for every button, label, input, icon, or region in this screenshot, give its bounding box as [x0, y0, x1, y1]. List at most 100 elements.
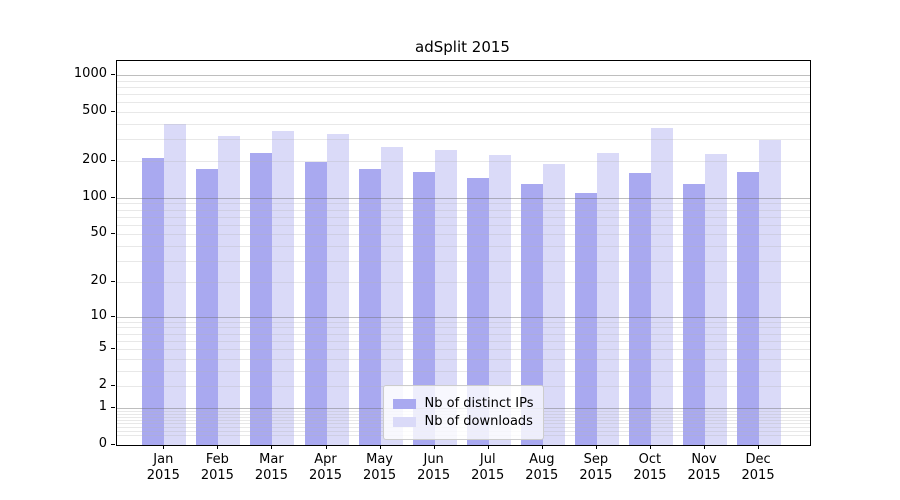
x-tick-mark: [163, 445, 165, 449]
plot-area: Nb of distinct IPs Nb of downloads: [116, 60, 811, 446]
y-tick-mark: [111, 406, 115, 408]
bar-distinct-ips: [737, 171, 760, 445]
legend-label-downloads: Nb of downloads: [424, 414, 533, 429]
y-tick-mark: [111, 74, 115, 76]
x-tick-label: Nov 2015: [687, 452, 721, 483]
y-tick-label: 50: [90, 225, 107, 241]
legend: Nb of distinct IPs Nb of downloads: [382, 385, 545, 440]
x-tick-label: Jul 2015: [471, 452, 505, 483]
bar-distinct-ips: [304, 162, 327, 445]
x-tick-label: Jan 2015: [146, 452, 180, 483]
legend-swatch-downloads-icon: [392, 416, 416, 427]
minor-gridline: [117, 234, 810, 236]
minor-gridline: [117, 203, 810, 205]
y-tick-label: 20: [90, 272, 107, 288]
y-tick-label: 2: [98, 377, 107, 393]
bar-distinct-ips: [466, 178, 489, 445]
legend-swatch-ips-icon: [392, 398, 416, 409]
y-tick-label: 200: [82, 152, 107, 167]
x-tick-label: Jun 2015: [417, 452, 451, 483]
x-tick-mark: [595, 445, 597, 449]
minor-gridline: [117, 340, 810, 342]
minor-gridline: [117, 102, 810, 104]
bar-downloads: [434, 149, 457, 445]
bar-distinct-ips: [683, 184, 705, 445]
legend-label-distinct-ips: Nb of distinct IPs: [424, 396, 534, 411]
minor-gridline: [117, 327, 810, 329]
minor-gridline: [117, 94, 810, 96]
x-tick-mark: [433, 445, 435, 449]
minor-gridline: [117, 161, 810, 162]
bar-downloads: [488, 154, 511, 445]
minor-gridline: [117, 216, 810, 218]
y-tick-label: 500: [82, 103, 107, 119]
minor-gridline: [117, 139, 810, 141]
y-tick-mark: [111, 233, 115, 235]
bar-downloads: [705, 154, 727, 445]
y-tick-label: 0: [98, 436, 107, 451]
minor-gridline: [117, 209, 810, 211]
bar-downloads: [380, 147, 403, 445]
x-tick-label: Feb 2015: [200, 452, 234, 483]
x-tick-mark: [541, 445, 543, 449]
bar-distinct-ips: [358, 169, 381, 445]
bar-distinct-ips: [628, 172, 651, 445]
minor-gridline: [117, 349, 810, 351]
major-gridline: [117, 75, 810, 77]
bar-distinct-ips: [196, 169, 219, 445]
x-tick-mark: [325, 445, 327, 449]
x-tick-mark: [271, 445, 273, 449]
x-tick-label: May 2015: [363, 452, 397, 483]
bars-layer: [117, 61, 810, 445]
x-tick-label: Apr 2015: [308, 452, 343, 483]
bar-downloads: [596, 152, 619, 445]
y-tick-mark: [111, 315, 115, 317]
y-tick-mark: [111, 385, 115, 387]
major-gridline: [117, 197, 810, 199]
minor-gridline: [117, 358, 810, 360]
bar-distinct-ips: [250, 152, 273, 445]
minor-gridline: [117, 246, 810, 248]
y-tick-label: 10: [90, 307, 107, 323]
minor-gridline: [117, 261, 810, 263]
y-tick-mark: [111, 160, 115, 161]
bar-downloads: [326, 133, 349, 445]
bar-downloads: [650, 128, 673, 445]
major-gridline: [117, 316, 810, 318]
x-tick-label: Aug 2015: [525, 452, 559, 483]
x-tick-mark: [649, 445, 651, 449]
x-tick-label: Oct 2015: [633, 452, 667, 483]
x-tick-mark: [217, 445, 219, 449]
bar-distinct-ips: [412, 171, 435, 445]
minor-gridline: [117, 333, 810, 335]
x-tick-mark: [758, 445, 760, 449]
x-tick-label: Dec 2015: [741, 452, 775, 483]
y-tick-label: 100: [82, 188, 107, 204]
y-tick-mark: [111, 280, 115, 282]
y-tick-label: 1: [98, 398, 107, 414]
y-tick-label: 5: [98, 340, 107, 356]
y-tick-mark: [111, 348, 115, 350]
x-tick-mark: [704, 445, 705, 449]
minor-gridline: [117, 224, 810, 226]
x-tick-label: Sep 2015: [579, 452, 613, 483]
x-tick-mark: [487, 445, 489, 449]
minor-gridline: [117, 370, 810, 372]
bar-distinct-ips: [520, 183, 543, 445]
y-tick-label: 1000: [73, 66, 107, 82]
minor-gridline: [117, 281, 810, 283]
minor-gridline: [117, 124, 810, 126]
minor-gridline: [117, 321, 810, 323]
minor-gridline: [117, 112, 810, 114]
minor-gridline: [117, 86, 810, 88]
y-tick-mark: [111, 111, 115, 113]
bar-downloads: [218, 135, 241, 445]
y-tick-mark: [111, 196, 115, 198]
x-tick-label: Mar 2015: [254, 452, 288, 483]
bar-distinct-ips: [574, 193, 597, 445]
bar-downloads: [164, 123, 187, 445]
y-tick-mark: [111, 444, 115, 445]
bar-downloads: [272, 131, 295, 445]
bar-downloads: [542, 163, 565, 445]
